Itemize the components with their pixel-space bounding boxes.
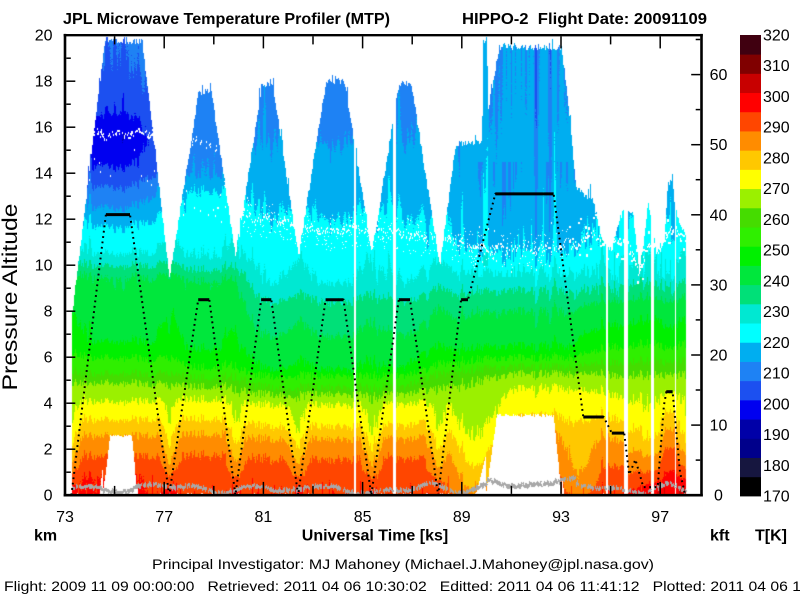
svg-text:180: 180 — [763, 458, 790, 475]
svg-text:280: 280 — [763, 150, 790, 167]
svg-text:260: 260 — [763, 212, 790, 229]
svg-text:20: 20 — [35, 28, 53, 45]
svg-text:20: 20 — [710, 348, 728, 365]
svg-text:97: 97 — [651, 509, 669, 526]
svg-text:210: 210 — [763, 366, 790, 383]
svg-text:16: 16 — [35, 120, 53, 137]
svg-text:30: 30 — [710, 277, 728, 294]
svg-text:220: 220 — [763, 335, 790, 352]
svg-text:4: 4 — [44, 396, 53, 413]
svg-text:T[K]: T[K] — [755, 528, 787, 545]
svg-text:Principal Investigator: MJ Mah: Principal Investigator: MJ Mahoney (Mich… — [152, 556, 654, 572]
svg-text:230: 230 — [763, 304, 790, 321]
svg-text:250: 250 — [763, 243, 790, 260]
svg-text:85: 85 — [354, 509, 372, 526]
svg-text:JPL Microwave Temperature Prof: JPL Microwave Temperature Profiler (MTP) — [63, 11, 390, 28]
svg-text:50: 50 — [710, 137, 728, 154]
svg-text:18: 18 — [35, 74, 53, 91]
svg-text:6: 6 — [44, 350, 53, 367]
svg-text:190: 190 — [763, 427, 790, 444]
svg-text:320: 320 — [763, 28, 790, 45]
svg-text:14: 14 — [35, 166, 53, 183]
svg-text:240: 240 — [763, 273, 790, 290]
svg-text:10: 10 — [35, 258, 53, 275]
svg-text:km: km — [34, 528, 57, 545]
svg-text:kft: kft — [710, 528, 730, 545]
svg-text:HIPPO-2 Flight Date: 20091109: HIPPO-2 Flight Date: 20091109 — [462, 11, 707, 28]
svg-text:93: 93 — [552, 509, 570, 526]
svg-text:10: 10 — [710, 418, 728, 435]
svg-text:2: 2 — [44, 442, 53, 459]
svg-text:Pressure Altitude: Pressure Altitude — [0, 204, 22, 391]
svg-text:170: 170 — [763, 489, 790, 506]
svg-text:73: 73 — [56, 509, 74, 526]
svg-text:12: 12 — [35, 212, 53, 229]
svg-text:40: 40 — [710, 207, 728, 224]
svg-text:77: 77 — [155, 509, 173, 526]
svg-text:Flight: 2009 11 09 00:00:00: Flight: 2009 11 09 00:00:00 Retrieved: 2… — [4, 578, 800, 594]
svg-text:200: 200 — [763, 396, 790, 413]
svg-text:300: 300 — [763, 89, 790, 106]
svg-text:81: 81 — [255, 509, 273, 526]
svg-text:Universal Time [ks]: Universal Time [ks] — [302, 528, 448, 545]
svg-text:0: 0 — [44, 488, 53, 505]
svg-text:89: 89 — [453, 509, 471, 526]
svg-text:290: 290 — [763, 120, 790, 137]
svg-text:60: 60 — [710, 67, 728, 84]
svg-text:270: 270 — [763, 181, 790, 198]
svg-text:8: 8 — [44, 304, 53, 321]
svg-text:0: 0 — [714, 488, 723, 505]
svg-text:310: 310 — [763, 58, 790, 75]
